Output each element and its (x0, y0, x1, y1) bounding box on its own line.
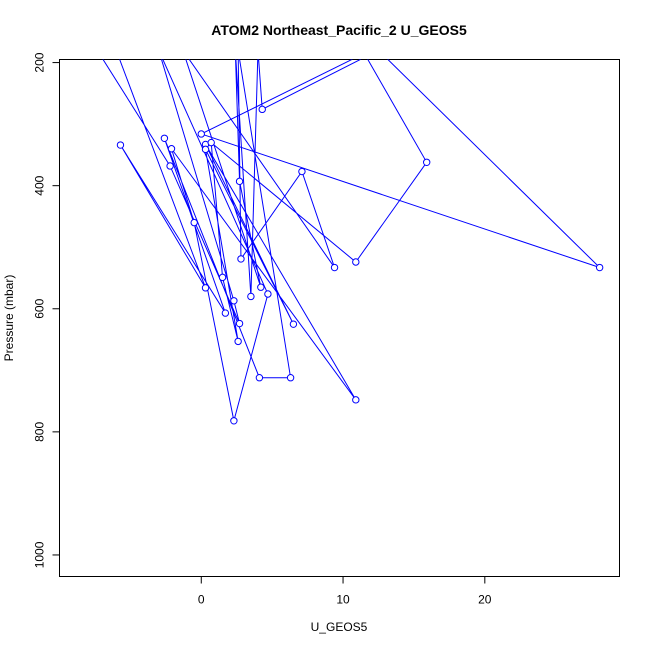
data-point (289, 320, 298, 328)
data-point (330, 263, 339, 272)
y-tick-label: 600 (33, 298, 47, 318)
y-axis: 200 400 600 800 1000 (33, 52, 60, 568)
x-tick-label: 20 (478, 593, 492, 607)
data-point (201, 284, 210, 292)
data-point (286, 374, 295, 382)
data-point (230, 417, 238, 425)
data-point (218, 273, 227, 282)
data-point (298, 167, 306, 176)
data-point (258, 105, 266, 114)
data-point (257, 283, 265, 291)
y-tick-label: 1000 (33, 541, 47, 568)
y-tick-label: 800 (33, 422, 47, 442)
data-point (237, 255, 245, 263)
data-point (234, 337, 242, 346)
plot-area (102, 59, 604, 425)
data-point (166, 162, 174, 170)
data-point (235, 319, 244, 328)
data-point (230, 297, 238, 305)
data-point (422, 158, 431, 166)
y-axis-label: Pressure (mbar) (2, 275, 16, 362)
data-point (264, 290, 272, 298)
data-point (197, 130, 205, 138)
data-point (595, 263, 604, 272)
data-point (247, 292, 255, 301)
data-point (352, 396, 360, 404)
x-tick-label: 0 (198, 593, 205, 607)
series-line (102, 59, 601, 421)
data-point (221, 309, 230, 317)
y-tick-label: 400 (33, 175, 47, 195)
data-point (235, 177, 244, 186)
data-point (201, 145, 210, 154)
data-point (167, 145, 176, 153)
data-point (352, 258, 360, 266)
data-point (207, 138, 215, 147)
x-axis-label: U_GEOS5 (311, 620, 368, 634)
data-point (160, 134, 169, 142)
chart-title: ATOM2 Northeast_Pacific_2 U_GEOS5 (211, 22, 467, 38)
x-axis: 0 10 20 (198, 576, 492, 607)
x-tick-label: 10 (336, 593, 350, 607)
y-tick-label: 200 (33, 52, 47, 72)
data-point (255, 374, 264, 382)
data-point (190, 218, 198, 227)
data-point (116, 141, 125, 149)
plot-frame (59, 59, 620, 577)
